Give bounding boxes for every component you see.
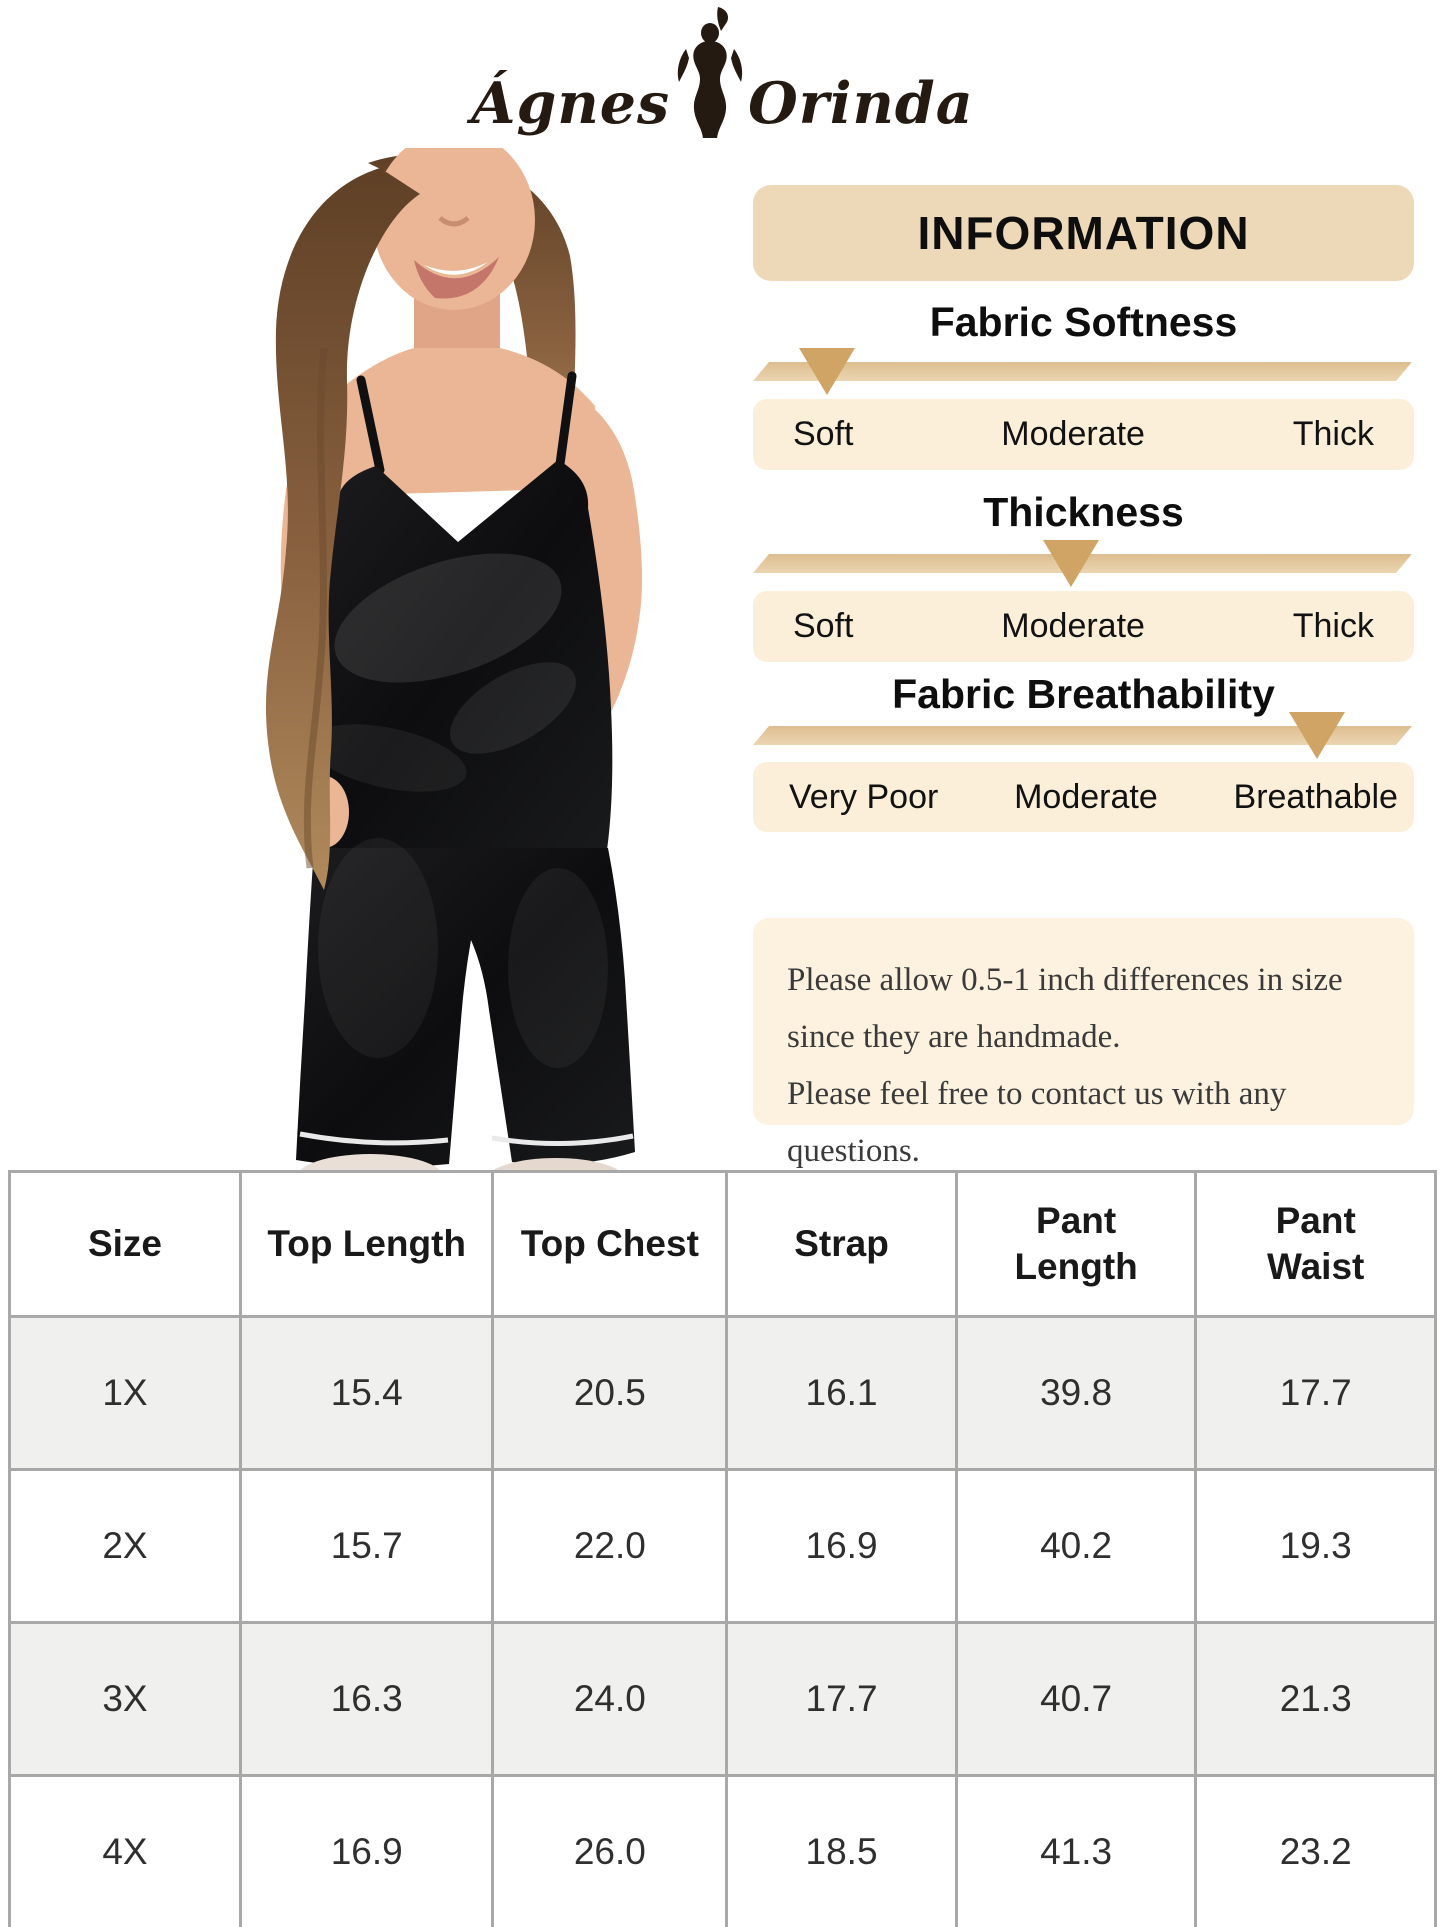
scale-heading-fabric-breathability: Fabric Breathability xyxy=(892,671,1275,717)
table-cell: 17.7 xyxy=(1194,1315,1437,1471)
scale-label: Soft xyxy=(793,415,854,453)
column-header-pant-length: Pant Length xyxy=(954,1170,1198,1318)
scale-label: Soft xyxy=(793,607,854,645)
note-line: since they are handmade. xyxy=(787,1019,1121,1055)
scale-labels: Soft Moderate Thick xyxy=(753,399,1414,470)
info-panel: INFORMATION Fabric Softness Soft Moderat… xyxy=(753,0,1414,1169)
table-row-2x: 2X 15.7 22.0 16.9 40.2 19.3 xyxy=(8,1468,1437,1624)
info-title: INFORMATION xyxy=(753,185,1414,281)
scale-label: Thick xyxy=(1292,607,1374,645)
scale-label: Moderate xyxy=(1001,607,1145,645)
table-cell: 22.0 xyxy=(491,1468,729,1624)
scale-labels: Soft Moderate Thick xyxy=(753,591,1414,662)
table-cell: 39.8 xyxy=(954,1315,1198,1471)
column-header-pant-waist: Pant Waist xyxy=(1194,1170,1437,1318)
table-cell: 15.4 xyxy=(238,1315,495,1471)
brand-logo: Ágnes Orinda xyxy=(0,0,1445,138)
scale-label: Moderate xyxy=(1014,777,1158,816)
scale-bar xyxy=(753,362,1412,381)
size-chart-table: Size Top Length Top Chest Strap Pant Len… xyxy=(8,1170,1437,1927)
scale-label: Moderate xyxy=(1001,415,1145,453)
table-cell: 3X xyxy=(8,1621,242,1777)
table-header-row: Size Top Length Top Chest Strap Pant Len… xyxy=(8,1170,1437,1318)
table-cell: 20.5 xyxy=(491,1315,729,1471)
table-cell: 40.2 xyxy=(954,1468,1198,1624)
table-cell: 16.1 xyxy=(725,1315,958,1471)
table-cell: 16.9 xyxy=(238,1774,495,1927)
scale-label: Breathable xyxy=(1233,777,1398,816)
note-line: Please feel free to contact us with any … xyxy=(787,1076,1287,1169)
table-cell: 21.3 xyxy=(1194,1621,1437,1777)
scale-labels: Very Poor Moderate Breathable xyxy=(753,762,1414,832)
scale-label: Very Poor xyxy=(789,777,939,816)
table-cell: 19.3 xyxy=(1194,1468,1437,1624)
scale-label: Thick xyxy=(1292,415,1374,453)
column-header-top-length: Top Length xyxy=(238,1170,495,1318)
table-cell: 18.5 xyxy=(725,1774,958,1927)
table-cell: 40.7 xyxy=(954,1621,1198,1777)
model-photo xyxy=(118,130,663,1202)
scale-bar xyxy=(753,726,1412,745)
table-cell: 2X xyxy=(8,1468,242,1624)
table-cell: 4X xyxy=(8,1774,242,1927)
note-line: Please allow 0.5-1 inch differences in s… xyxy=(787,962,1343,998)
down-triangle-indicator-icon xyxy=(799,348,856,395)
column-header-strap: Strap xyxy=(725,1170,958,1318)
scale-heading-fabric-softness: Fabric Softness xyxy=(929,299,1238,345)
down-triangle-indicator-icon xyxy=(1288,712,1345,759)
woman-silhouette-icon xyxy=(677,7,743,138)
table-cell: 41.3 xyxy=(954,1774,1198,1927)
model-photo-illustration xyxy=(265,130,643,1202)
table-row-3x: 3X 16.3 24.0 17.7 40.7 21.3 xyxy=(8,1621,1437,1777)
column-header-top-chest: Top Chest xyxy=(491,1170,729,1318)
table-cell: 24.0 xyxy=(491,1621,729,1777)
column-header-size: Size xyxy=(8,1170,242,1318)
note-box: Please allow 0.5-1 inch differences in s… xyxy=(753,918,1414,1169)
scale-heading-thickness: Thickness xyxy=(983,489,1184,535)
brand-name-left: Ágnes xyxy=(471,70,671,137)
table-cell: 17.7 xyxy=(725,1621,958,1777)
table-cell: 23.2 xyxy=(1194,1774,1437,1927)
table-cell: 26.0 xyxy=(491,1774,729,1927)
brand-name-right: Orinda xyxy=(748,70,974,137)
table-cell: 15.7 xyxy=(238,1468,495,1624)
table-cell: 16.9 xyxy=(725,1468,958,1624)
table-cell: 1X xyxy=(8,1315,242,1471)
table-row-4x: 4X 16.9 26.0 18.5 41.3 23.2 xyxy=(8,1774,1437,1927)
table-cell: 16.3 xyxy=(238,1621,495,1777)
down-triangle-indicator-icon xyxy=(1042,540,1099,587)
table-row-1x: 1X 15.4 20.5 16.1 39.8 17.7 xyxy=(8,1315,1437,1471)
